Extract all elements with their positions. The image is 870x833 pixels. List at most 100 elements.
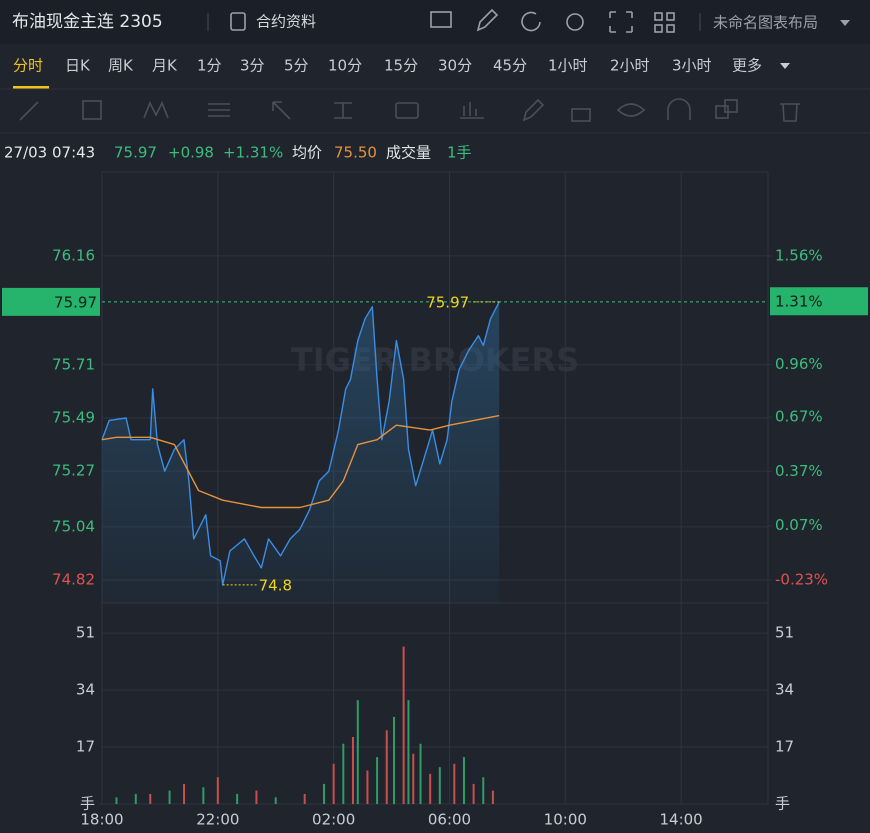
icon[interactable]	[566, 13, 584, 31]
tab[interactable]: 3分	[240, 57, 265, 75]
tool[interactable]	[460, 102, 484, 119]
x-tick-label: 18:00	[80, 811, 123, 829]
info-change: +0.98	[168, 144, 214, 162]
symbol-title: 布油现金主连 2305	[12, 12, 163, 32]
tool[interactable]	[616, 103, 646, 117]
volume-bar	[202, 787, 205, 804]
volume-tick-label: 手	[80, 795, 95, 813]
volume-bar	[438, 767, 441, 804]
info-button[interactable]: 合约资料	[256, 13, 316, 31]
y2-tick-label: 0.96%	[775, 355, 823, 373]
tool[interactable]	[208, 103, 230, 117]
dropdown-arrow	[780, 63, 790, 69]
info-change-pct: +1.31%	[223, 144, 283, 162]
tool[interactable]	[395, 102, 419, 119]
tab[interactable]: 日K	[65, 57, 91, 75]
tool[interactable]	[272, 101, 291, 120]
volume-tick-label: 51	[76, 624, 95, 642]
volume-tick-label: 34	[775, 681, 794, 699]
y-tick-label: 75.27	[52, 462, 95, 480]
volume-bar	[412, 753, 415, 804]
annotation-label: 74.8	[259, 576, 292, 594]
volume-bar	[134, 793, 137, 804]
price-line	[101, 301, 500, 586]
icon[interactable]	[476, 8, 499, 32]
volume-tick-label: 17	[775, 738, 794, 756]
icon[interactable]	[430, 11, 452, 28]
x-tick-label: 02:00	[312, 811, 355, 829]
active-tab-underline	[13, 86, 49, 89]
tool[interactable]	[571, 108, 591, 122]
tab[interactable]: 45分	[493, 57, 527, 75]
doc-icon[interactable]	[230, 12, 246, 31]
average-line	[101, 414, 500, 509]
tab[interactable]: 1分	[197, 57, 222, 75]
tool[interactable]	[780, 103, 800, 122]
tab[interactable]: 周K	[108, 57, 134, 75]
tab[interactable]: 更多	[732, 57, 762, 75]
volume-bar	[236, 793, 239, 804]
icon[interactable]	[521, 11, 541, 32]
last-pct-box	[770, 287, 868, 316]
volume-bar	[255, 790, 258, 804]
volume-bar	[149, 793, 152, 804]
tab[interactable]: 30分	[438, 57, 472, 75]
volume-bar	[482, 777, 485, 804]
y-tick-label: 74.82	[52, 571, 95, 589]
last-pct-label: 1.31%	[775, 293, 823, 311]
volume-bar	[462, 757, 465, 804]
volume-bar	[356, 700, 359, 804]
icon[interactable]	[666, 24, 675, 33]
volume-bar	[392, 716, 395, 804]
tool[interactable]	[143, 101, 169, 119]
tab[interactable]: 2小时	[610, 57, 650, 75]
last-price-label: 75.97	[54, 293, 97, 311]
icon[interactable]	[666, 12, 675, 21]
info-time: 27/03 07:43	[4, 144, 95, 162]
toolbar-icons	[430, 8, 675, 33]
tool[interactable]	[724, 99, 738, 113]
tab[interactable]: 15分	[384, 57, 418, 75]
x-tick-label: 14:00	[660, 811, 703, 829]
volume-bar	[385, 730, 388, 804]
tool[interactable]	[19, 101, 39, 121]
volume-bar	[429, 773, 432, 804]
x-tick-label: 22:00	[196, 811, 239, 829]
icon[interactable]	[609, 11, 633, 33]
tab[interactable]: 10分	[328, 57, 362, 75]
volume-tick-label: 34	[76, 681, 95, 699]
y2-tick-label: 0.67%	[775, 408, 823, 426]
tool[interactable]	[334, 102, 352, 119]
volume-bar	[274, 797, 277, 804]
info-volume-label: 成交量	[386, 144, 431, 162]
tab[interactable]: 分时	[13, 57, 43, 75]
price-area	[102, 301, 500, 603]
info-avg: 75.50	[334, 144, 377, 162]
layout-name[interactable]: 未命名图表布局	[713, 14, 818, 32]
volume-tick-label: 17	[76, 738, 95, 756]
tool[interactable]	[522, 98, 545, 122]
y2-tick-label: 0.37%	[775, 462, 823, 480]
dropdown-arrow	[840, 20, 850, 26]
y2-tick-label: 0.07%	[775, 516, 823, 534]
x-tick-label: 06:00	[428, 811, 471, 829]
icon[interactable]	[654, 24, 663, 33]
tab[interactable]: 3小时	[672, 57, 712, 75]
volume-bar	[419, 743, 422, 804]
volume-bar	[407, 700, 410, 804]
annotation-label: 75.97	[426, 293, 469, 311]
volume-bar	[183, 783, 186, 804]
tool[interactable]	[82, 100, 102, 120]
tab[interactable]: 月K	[152, 57, 178, 75]
tab[interactable]: 5分	[284, 57, 309, 75]
top-bar	[0, 0, 870, 44]
info-price: 75.97	[114, 144, 157, 162]
icon[interactable]	[654, 12, 663, 21]
tool[interactable]	[667, 98, 691, 120]
volume-bar	[216, 777, 219, 804]
tab[interactable]: 1小时	[548, 57, 588, 75]
info-avg-label: 均价	[292, 144, 322, 162]
timeframe-tabs: 分时 日K 周K 月K 1分 3分 5分 10分 15分 30分 45分 1小时…	[13, 57, 762, 75]
